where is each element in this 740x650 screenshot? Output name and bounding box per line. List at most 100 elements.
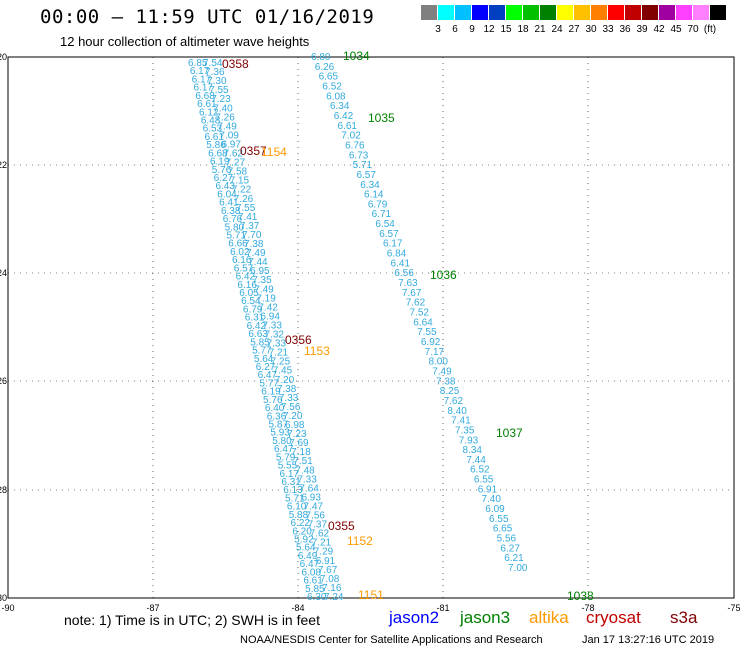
colorbar-swatch <box>540 5 556 20</box>
wave-height-value: 7.58 <box>228 167 248 178</box>
wave-height-value: 5.80 <box>272 436 292 447</box>
colorbar-label: 70 <box>687 24 699 35</box>
wave-height-value: 6.27 <box>214 173 234 184</box>
wave-height-value: 6.93 <box>301 492 321 503</box>
wave-height-value: 5.56 <box>497 534 517 545</box>
wave-height-value: 6.79 <box>243 304 263 315</box>
colorbar-swatch <box>574 5 590 20</box>
wave-height-value: 6.17 <box>190 66 210 77</box>
wave-height-value: 7.37 <box>308 520 328 531</box>
wave-height-value: 6.91 <box>478 484 498 495</box>
wave-height-value: 7.26 <box>234 194 254 205</box>
wave-height-value: 6.98 <box>285 420 305 431</box>
wave-height-value: 6.61 <box>204 132 224 143</box>
wave-height-value: 7.20 <box>283 411 303 422</box>
wave-height-value: 7.44 <box>248 257 268 268</box>
wave-height-value: 6.52 <box>470 465 490 476</box>
x-tick-label: -78 <box>581 603 594 613</box>
wave-height-value: 6.94 <box>260 311 280 322</box>
wave-height-value: 6.95 <box>250 266 270 277</box>
colorbar-swatch <box>506 5 522 20</box>
colorbar-label: 45 <box>670 24 682 35</box>
wave-height-value: 7.62 <box>224 149 244 160</box>
wave-height-value: 6.97 <box>221 139 241 150</box>
wave-height-value: 7.23 <box>211 94 231 105</box>
colorbar-label: 33 <box>602 24 614 35</box>
wave-height-value: 6.57 <box>356 170 376 181</box>
colorbar-swatch <box>659 5 675 20</box>
pass-time-label: 0358 <box>222 57 249 71</box>
colorbar-label: 30 <box>585 24 597 35</box>
colorbar-swatch <box>523 5 539 20</box>
wave-height-value: 6.02 <box>230 247 250 258</box>
pass-time-label: 1037 <box>496 426 523 440</box>
wave-height-value: 7.55 <box>236 203 256 214</box>
wave-height-value: 6.34 <box>360 180 380 191</box>
wave-height-value: 7.41 <box>238 212 258 223</box>
pass-time-label: 1153 <box>304 344 330 358</box>
wave-height-value: 6.68 <box>208 148 228 159</box>
wave-height-value: 6.54 <box>375 219 395 230</box>
colorbar-label: 27 <box>568 24 580 35</box>
wave-height-value: 5.86 <box>206 140 226 151</box>
wave-height-value: 7.18 <box>291 447 311 458</box>
wave-height-value: 6.47 <box>300 559 320 570</box>
colorbar-label: 39 <box>636 24 648 35</box>
wave-height-value: 6.52 <box>322 81 342 92</box>
pass-time-label: 1154 <box>261 145 287 159</box>
wave-height-value: 5.71 <box>353 160 373 171</box>
tick-labels: -90 -87 -84 -81 -78 -75 -20 -22 -24 -26 -28 -30 <box>0 52 740 613</box>
wave-height-value: 7.55 <box>417 327 437 338</box>
wave-height-value: 6.56 <box>394 268 414 279</box>
wave-height-value: 5.77 <box>252 346 272 357</box>
wave-height-value: 7.00 <box>508 563 528 574</box>
wave-height-value: 5.77 <box>259 378 279 389</box>
pass-time-label: 1034 <box>343 49 370 63</box>
wave-height-value: 5.88 <box>289 510 309 521</box>
wave-height-value: 6.21 <box>504 553 524 564</box>
wave-height-value: 6.49 <box>298 551 318 562</box>
wave-height-value: 6.17 <box>192 74 212 85</box>
wave-height-value: 6.17 <box>383 239 403 250</box>
wave-height-value: 6.19 <box>210 157 230 168</box>
colorbar-label: (ft) <box>703 24 717 35</box>
colorbar-swatch <box>625 5 641 20</box>
colorbar-label: 24 <box>551 24 563 35</box>
wave-height-value: 7.47 <box>303 501 323 512</box>
wave-height-value: 6.85 <box>188 58 208 69</box>
y-tick-label: -24 <box>0 268 7 278</box>
wave-height-value: 6.57 <box>379 229 399 240</box>
y-tick-label: -26 <box>0 376 7 386</box>
wave-height-value: 6.48 <box>201 116 221 127</box>
pass-time-label: 0355 <box>328 519 355 533</box>
wave-height-value: 6.27 <box>256 362 276 373</box>
pass-time-label: 1035 <box>368 111 395 125</box>
wave-height-value: 7.62 <box>406 298 426 309</box>
colorbar-label: 18 <box>517 24 529 35</box>
footnote: note: 1) Time is in UTC; 2) SWH is in fe… <box>64 612 320 628</box>
legend-s3a: s3a <box>670 608 698 627</box>
y-tick-label: -28 <box>0 485 7 495</box>
colorbar-label: 12 <box>483 24 495 35</box>
colorbar-swatch <box>591 5 607 20</box>
wave-height-value: 7.38 <box>277 384 297 395</box>
colorbar-label: 36 <box>619 24 631 35</box>
wave-height-value: 6.73 <box>349 150 369 161</box>
wave-height-value: 6.16 <box>232 255 252 266</box>
wave-height-value: 7.49 <box>254 284 274 295</box>
wave-height-value: 7.44 <box>466 455 486 466</box>
colorbar-swatch <box>693 5 709 20</box>
colorbar-label: 3 <box>435 24 441 35</box>
wave-height-value: 7.38 <box>244 239 264 250</box>
wave-height-value: 7.64 <box>299 483 319 494</box>
pass-time-label: 1036 <box>430 268 457 282</box>
wave-height-value: 6.22 <box>291 518 311 529</box>
wave-height-value: 6.26 <box>315 62 335 73</box>
wave-height-value: 6.71 <box>372 209 392 220</box>
y-tick-label: -20 <box>0 52 7 62</box>
wave-height-value: 6.66 <box>228 239 248 250</box>
wave-height-value: 7.23 <box>287 429 307 440</box>
wave-height-value: 6.68 <box>195 91 215 102</box>
